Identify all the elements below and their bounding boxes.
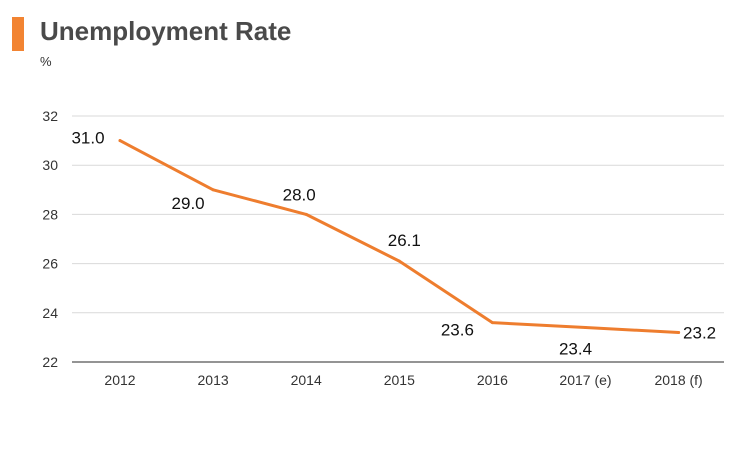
- x-tick-label: 2016: [477, 372, 508, 388]
- x-tick-label: 2014: [291, 372, 322, 388]
- data-label: 31.0: [71, 129, 104, 148]
- data-labels: 31.0 29.0 28.0 26.1 23.6 23.4 23.2: [71, 129, 716, 359]
- x-tick-label: 2018 (f): [654, 372, 702, 388]
- x-tick-label: 2017 (e): [559, 372, 611, 388]
- data-point: [211, 188, 215, 192]
- series-line-group: [118, 139, 681, 334]
- y-tick-label: 24: [42, 305, 58, 321]
- data-point: [584, 326, 587, 330]
- data-point: [304, 212, 308, 216]
- data-label: 29.0: [172, 194, 205, 213]
- data-label: 23.4: [559, 340, 592, 359]
- data-point: [397, 259, 401, 263]
- data-label: 26.1: [388, 231, 421, 250]
- data-label: 23.6: [441, 321, 474, 340]
- data-point: [490, 321, 494, 325]
- y-axis-tick-labels: 22 24 26 28 30 32: [42, 108, 58, 370]
- y-tick-label: 26: [42, 256, 58, 272]
- data-label: 23.2: [683, 323, 716, 342]
- x-tick-label: 2013: [198, 372, 229, 388]
- y-tick-label: 32: [42, 108, 58, 124]
- title-accent-bar: [12, 17, 24, 51]
- y-axis-unit-label: %: [40, 54, 52, 69]
- gridlines: [72, 115, 724, 314]
- data-label: 28.0: [283, 185, 316, 204]
- chart-title: Unemployment Rate: [40, 16, 292, 46]
- data-point: [118, 139, 122, 143]
- x-axis-tick-labels: 2012 2013 2014 2015 2016 2017 (e) 2018 (f): [104, 372, 702, 388]
- y-tick-label: 28: [42, 206, 58, 222]
- x-tick-label: 2012: [104, 372, 135, 388]
- y-tick-label: 22: [42, 354, 58, 370]
- data-point: [677, 330, 681, 334]
- x-tick-label: 2015: [384, 372, 415, 388]
- y-tick-label: 30: [42, 157, 58, 173]
